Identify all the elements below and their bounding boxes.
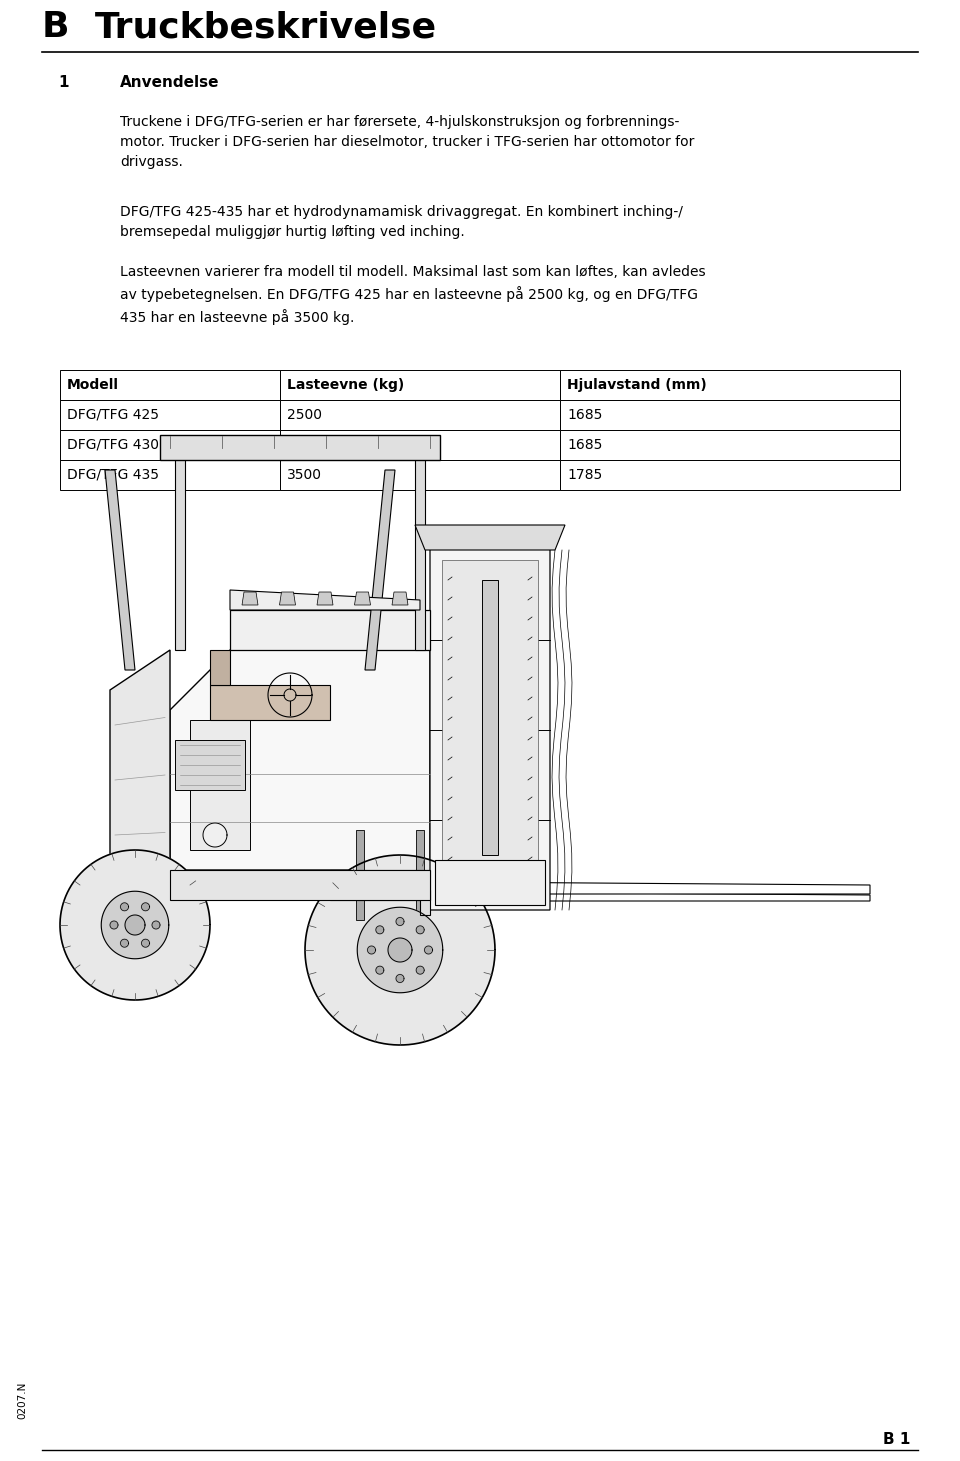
Polygon shape bbox=[415, 450, 425, 650]
Polygon shape bbox=[396, 918, 404, 925]
Bar bbox=[280, 400, 560, 430]
Text: Lasteevne (kg): Lasteevne (kg) bbox=[287, 378, 404, 392]
Polygon shape bbox=[203, 823, 227, 847]
Polygon shape bbox=[430, 530, 550, 910]
Polygon shape bbox=[330, 869, 430, 900]
Polygon shape bbox=[210, 650, 230, 685]
Polygon shape bbox=[354, 592, 371, 605]
Text: 3000: 3000 bbox=[287, 438, 322, 451]
Polygon shape bbox=[170, 650, 430, 869]
Text: 1685: 1685 bbox=[567, 438, 602, 451]
Text: 1785: 1785 bbox=[567, 468, 602, 482]
Polygon shape bbox=[482, 580, 498, 855]
Polygon shape bbox=[190, 720, 250, 850]
Text: DFG/TFG 425-435 har et hydrodynamamisk drivaggregat. En kombinert inching-/
brem: DFG/TFG 425-435 har et hydrodynamamisk d… bbox=[120, 205, 683, 240]
Polygon shape bbox=[125, 915, 145, 935]
Polygon shape bbox=[305, 855, 495, 1045]
Polygon shape bbox=[388, 938, 412, 961]
Text: DFG/TFG 425: DFG/TFG 425 bbox=[67, 408, 159, 422]
Polygon shape bbox=[175, 741, 245, 790]
Bar bbox=[280, 430, 560, 460]
Text: 2500: 2500 bbox=[287, 408, 322, 422]
Bar bbox=[280, 370, 560, 400]
Polygon shape bbox=[392, 592, 408, 605]
Bar bbox=[60, 460, 280, 489]
Polygon shape bbox=[175, 450, 185, 650]
Polygon shape bbox=[357, 907, 443, 992]
Polygon shape bbox=[170, 869, 430, 900]
Bar bbox=[560, 370, 900, 400]
Polygon shape bbox=[420, 890, 430, 915]
Text: Hjulavstand (mm): Hjulavstand (mm) bbox=[567, 378, 707, 392]
Polygon shape bbox=[435, 861, 545, 904]
Bar bbox=[560, 400, 900, 430]
Polygon shape bbox=[416, 830, 424, 920]
Polygon shape bbox=[101, 891, 169, 958]
Polygon shape bbox=[230, 590, 420, 611]
Bar bbox=[280, 460, 560, 489]
Text: Modell: Modell bbox=[67, 378, 119, 392]
Bar bbox=[60, 400, 280, 430]
Polygon shape bbox=[110, 650, 170, 890]
Polygon shape bbox=[210, 685, 330, 720]
Bar bbox=[560, 430, 900, 460]
Polygon shape bbox=[376, 966, 384, 974]
Text: Lasteevnen varierer fra modell til modell. Maksimal last som kan løftes, kan avl: Lasteevnen varierer fra modell til model… bbox=[120, 264, 706, 326]
Bar bbox=[60, 430, 280, 460]
Polygon shape bbox=[356, 830, 364, 920]
Text: 1685: 1685 bbox=[567, 408, 602, 422]
Polygon shape bbox=[242, 592, 258, 605]
Text: Truckbeskrivelse: Truckbeskrivelse bbox=[95, 10, 437, 44]
Bar bbox=[60, 370, 280, 400]
Text: 0207.N: 0207.N bbox=[17, 1381, 27, 1419]
Polygon shape bbox=[160, 435, 440, 460]
Polygon shape bbox=[279, 592, 296, 605]
Text: Anvendelse: Anvendelse bbox=[120, 75, 220, 91]
Polygon shape bbox=[416, 926, 424, 934]
Polygon shape bbox=[110, 920, 118, 929]
Text: 1: 1 bbox=[58, 75, 68, 91]
Text: Truckene i DFG/TFG-serien er har førersete, 4-hjulskonstruksjon og forbrennings-: Truckene i DFG/TFG-serien er har førerse… bbox=[120, 115, 694, 169]
Polygon shape bbox=[121, 903, 129, 910]
Polygon shape bbox=[317, 592, 333, 605]
Polygon shape bbox=[424, 947, 433, 954]
Polygon shape bbox=[121, 939, 129, 947]
Polygon shape bbox=[450, 893, 870, 901]
Text: 3500: 3500 bbox=[287, 468, 322, 482]
Polygon shape bbox=[376, 926, 384, 934]
Polygon shape bbox=[442, 560, 538, 900]
Polygon shape bbox=[450, 882, 870, 894]
Polygon shape bbox=[396, 974, 404, 982]
Polygon shape bbox=[368, 947, 375, 954]
Polygon shape bbox=[152, 920, 160, 929]
Polygon shape bbox=[230, 611, 430, 650]
Polygon shape bbox=[416, 966, 424, 974]
Text: DFG/TFG 435: DFG/TFG 435 bbox=[67, 468, 159, 482]
Polygon shape bbox=[141, 903, 150, 910]
Text: DFG/TFG 430: DFG/TFG 430 bbox=[67, 438, 159, 451]
Text: B: B bbox=[42, 10, 69, 44]
Polygon shape bbox=[105, 470, 135, 671]
Polygon shape bbox=[415, 524, 565, 549]
Bar bbox=[560, 460, 900, 489]
Polygon shape bbox=[365, 470, 395, 671]
Text: B 1: B 1 bbox=[882, 1432, 910, 1448]
Polygon shape bbox=[60, 850, 210, 999]
Polygon shape bbox=[141, 939, 150, 947]
